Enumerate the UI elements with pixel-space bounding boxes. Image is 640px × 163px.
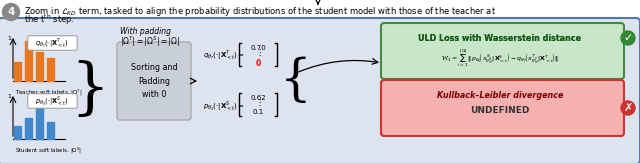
Bar [47, 122, 54, 139]
Text: $q_{\theta_T}(\cdot|\mathbf{X}^T_{<t}) =$: $q_{\theta_T}(\cdot|\mathbf{X}^T_{<t}) =… [203, 48, 245, 62]
Text: $\vdots$: $\vdots$ [255, 46, 261, 58]
FancyBboxPatch shape [381, 80, 624, 136]
Text: the t$^{\mathsf{th}}$ step.: the t$^{\mathsf{th}}$ step. [24, 13, 74, 27]
Text: Zoom in $\mathcal{L}_{KD}$ term, tasked to align the probability distributions o: Zoom in $\mathcal{L}_{KD}$ term, tasked … [24, 5, 496, 18]
Text: $\mathbf{0}$: $\mathbf{0}$ [255, 57, 262, 67]
Text: ULD Loss with Wasserstein distance: ULD Loss with Wasserstein distance [419, 34, 582, 43]
Text: ULD Loss with Wasserstein distance: ULD Loss with Wasserstein distance [419, 34, 582, 43]
Text: 0.1: 0.1 [252, 109, 264, 115]
Text: Sorting and
Padding
with 0: Sorting and Padding with 0 [131, 63, 177, 99]
Text: $|\Omega^T| = |\Omega^S| = |\Omega|$: $|\Omega^T| = |\Omega^S| = |\Omega|$ [120, 35, 180, 49]
Bar [47, 58, 54, 81]
Text: }: } [70, 60, 109, 120]
Text: ✗: ✗ [623, 103, 633, 112]
Text: 0.62: 0.62 [250, 95, 266, 101]
Text: {: { [280, 56, 312, 106]
FancyBboxPatch shape [28, 94, 77, 108]
Text: Kullback–Leibler divergence: Kullback–Leibler divergence [437, 91, 563, 100]
Bar [24, 41, 31, 81]
Text: $\mathcal{W}_1 = \sum_{i=1}^{|\Omega|} \| \, p_{\theta_S}\!\left(x^S_{\theta^S_{: $\mathcal{W}_1 = \sum_{i=1}^{|\Omega|} \… [441, 47, 559, 69]
Bar [13, 126, 20, 139]
FancyBboxPatch shape [117, 42, 191, 120]
Text: UNDEFINED: UNDEFINED [470, 106, 530, 115]
Circle shape [621, 101, 635, 115]
Text: 0.70: 0.70 [250, 45, 266, 51]
Circle shape [621, 31, 635, 45]
Text: ✓: ✓ [623, 32, 633, 43]
FancyBboxPatch shape [28, 36, 77, 50]
Text: $\vdots$: $\vdots$ [255, 96, 261, 108]
Bar [35, 52, 42, 81]
Bar [24, 118, 31, 139]
Text: With padding: With padding [120, 27, 171, 36]
FancyBboxPatch shape [381, 23, 624, 79]
Text: 1: 1 [7, 94, 11, 99]
Text: $q_{\theta_T}(\cdot|\mathbf{X}^T_{<t})$: $q_{\theta_T}(\cdot|\mathbf{X}^T_{<t})$ [35, 36, 68, 50]
Text: Teacher soft labels. $|\Omega^T|$: Teacher soft labels. $|\Omega^T|$ [15, 88, 83, 98]
Text: $p_{\theta_S}(\cdot|\mathbf{X}^S_{<t})$: $p_{\theta_S}(\cdot|\mathbf{X}^S_{<t})$ [35, 94, 68, 108]
Bar [35, 105, 42, 139]
FancyBboxPatch shape [0, 18, 640, 163]
Text: 4: 4 [7, 7, 15, 17]
Text: Student soft labels. $|\Omega^S|$: Student soft labels. $|\Omega^S|$ [15, 146, 82, 156]
Text: 1: 1 [7, 36, 11, 41]
Circle shape [3, 3, 19, 21]
Bar [13, 62, 20, 81]
Text: $p_{\theta_S}(\cdot|\mathbf{X}^S_{<t}) =$: $p_{\theta_S}(\cdot|\mathbf{X}^S_{<t}) =… [203, 99, 245, 113]
